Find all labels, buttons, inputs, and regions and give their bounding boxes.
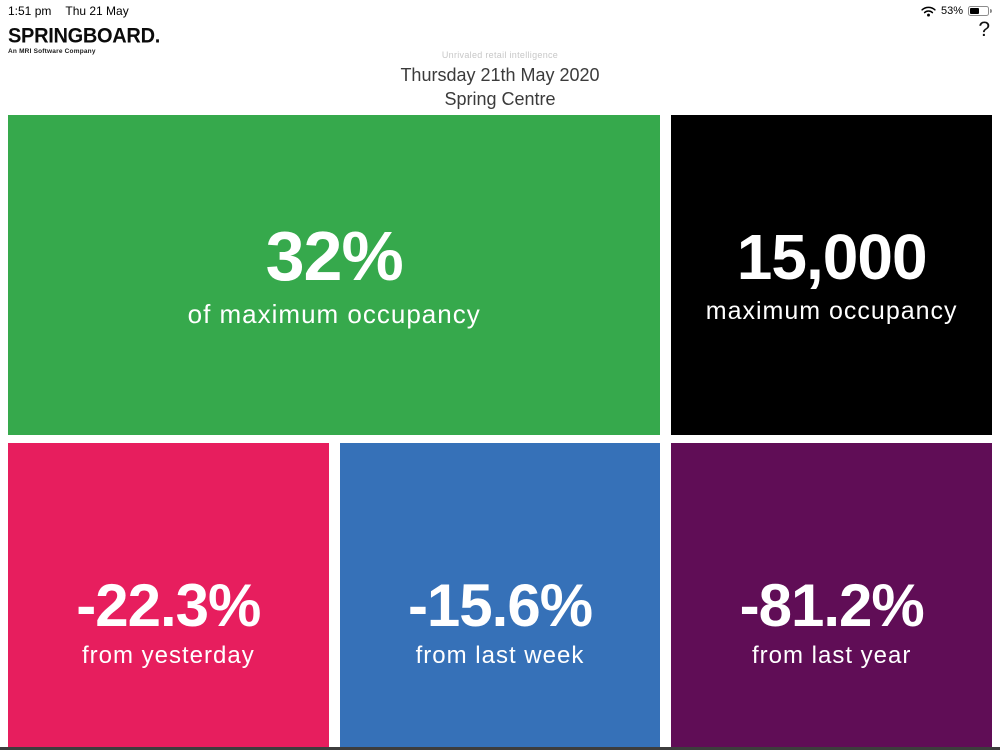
home-indicator-line [0, 747, 1000, 750]
occupancy-percent-label: of maximum occupancy [187, 298, 481, 329]
tile-vs-last-year: -81.2% from last year [671, 443, 992, 750]
clock-label: 1:51 pm [8, 4, 52, 18]
tile-vs-last-week: -15.6% from last week [339, 443, 661, 750]
page-header: Unrivaled retail intelligence Thursday 2… [0, 50, 1000, 110]
vs-yesterday-label: from yesterday [81, 641, 255, 669]
battery-percent-label: 53% [940, 5, 963, 17]
max-occupancy-value: 15,000 [736, 220, 928, 293]
vs-last-year-value: -81.2% [739, 571, 925, 639]
site-name: Spring Centre [444, 88, 556, 109]
tagline: Unrivaled retail intelligence [441, 50, 559, 60]
wifi-icon [921, 6, 936, 17]
status-date-label: Thu 21 May [65, 4, 129, 18]
tile-occupancy-percent: 32% of maximum occupancy [8, 115, 661, 435]
vs-last-year-label: from last year [751, 641, 912, 669]
vs-last-week-label: from last week [415, 641, 585, 669]
logo-block: SPRINGBOARD. An MRI Software Company [8, 24, 160, 55]
max-occupancy-label: maximum occupancy [705, 296, 958, 325]
logo-subtitle: An MRI Software Company [8, 48, 96, 55]
status-bar: 1:51 pm Thu 21 May 53% [0, 0, 1000, 20]
occupancy-percent-value: 32% [265, 216, 404, 295]
vs-last-week-value: -15.6% [407, 571, 593, 639]
battery-icon [968, 6, 992, 16]
tile-max-occupancy: 15,000 maximum occupancy [671, 115, 992, 435]
springboard-logo: SPRINGBOARD. [8, 24, 160, 48]
tile-vs-yesterday: -22.3% from yesterday [8, 443, 329, 750]
tiles-grid: 32% of maximum occupancy 15,000 maximum … [8, 115, 992, 750]
help-button[interactable]: ? [978, 18, 990, 41]
report-date: Thursday 21th May 2020 [400, 65, 600, 86]
vs-yesterday-value: -22.3% [76, 571, 261, 639]
